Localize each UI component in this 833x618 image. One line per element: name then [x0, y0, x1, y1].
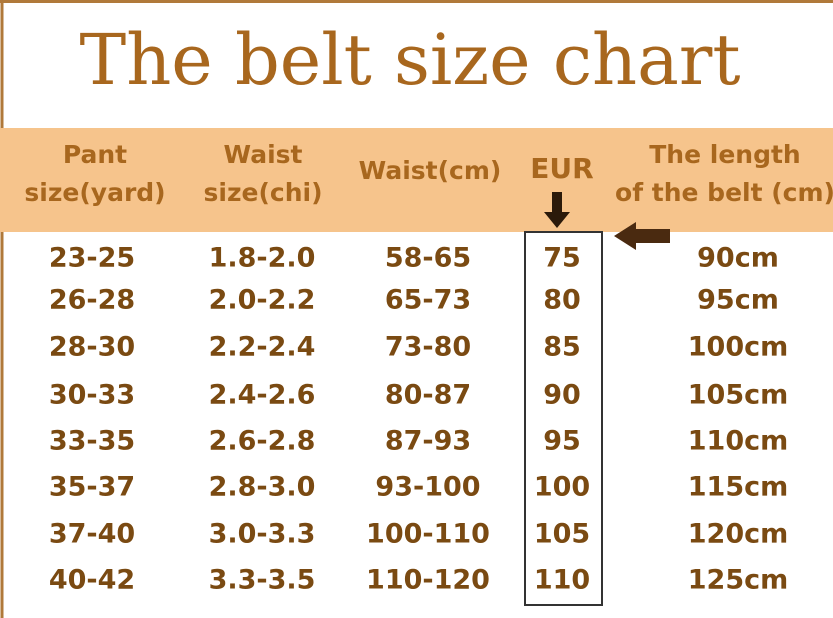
header-label: The length [649, 140, 800, 169]
cell: 120cm [688, 519, 789, 550]
cell: 30-33 [49, 380, 135, 411]
header-label: EUR [530, 152, 593, 185]
cell: 2.6-2.8 [209, 426, 316, 457]
down-arrow [544, 192, 570, 228]
header-label: size(yard) [24, 178, 165, 207]
cell: 125cm [688, 565, 789, 596]
left-arrow [614, 222, 670, 250]
cell: 3.3-3.5 [209, 565, 316, 596]
title: The belt size chart [80, 19, 741, 101]
cell: 105 [534, 519, 590, 550]
cell: 2.2-2.4 [209, 332, 316, 363]
cell: 23-25 [49, 243, 135, 274]
cell: 87-93 [385, 426, 471, 457]
cell: 110-120 [366, 565, 490, 596]
cell: 95 [543, 426, 581, 457]
cell: 35-37 [49, 472, 135, 503]
cell: 1.8-2.0 [209, 243, 316, 274]
header-label: Waist(cm) [359, 156, 502, 185]
cell: 33-35 [49, 426, 135, 457]
cell: 73-80 [385, 332, 471, 363]
header-band [0, 128, 833, 232]
eur-box [524, 231, 603, 606]
cell: 75 [543, 243, 581, 274]
cell: 3.0-3.3 [209, 519, 316, 550]
cell: 2.4-2.6 [209, 380, 316, 411]
header-label: Waist [224, 140, 303, 169]
cell: 115cm [688, 472, 789, 503]
cell: 100-110 [366, 519, 490, 550]
cell: 37-40 [49, 519, 135, 550]
cell: 58-65 [385, 243, 471, 274]
cell: 65-73 [385, 285, 471, 316]
cell: 100 [534, 472, 590, 503]
cell: 28-30 [49, 332, 135, 363]
header-label: of the belt (cm) [615, 178, 833, 207]
cell: 95cm [697, 285, 779, 316]
cell: 40-42 [49, 565, 135, 596]
cell: 100cm [688, 332, 789, 363]
cell: 110cm [688, 426, 789, 457]
cell: 2.0-2.2 [209, 285, 316, 316]
cell: 80 [543, 285, 581, 316]
cell: 2.8-3.0 [209, 472, 316, 503]
cell: 90cm [697, 243, 779, 274]
cell: 105cm [688, 380, 789, 411]
cell: 85 [543, 332, 581, 363]
cell: 93-100 [375, 472, 480, 503]
cell: 80-87 [385, 380, 471, 411]
cell: 110 [534, 565, 590, 596]
header-label: Pant [63, 140, 127, 169]
header-label: size(chi) [204, 178, 323, 207]
cell: 90 [543, 380, 581, 411]
cell: 26-28 [49, 285, 135, 316]
